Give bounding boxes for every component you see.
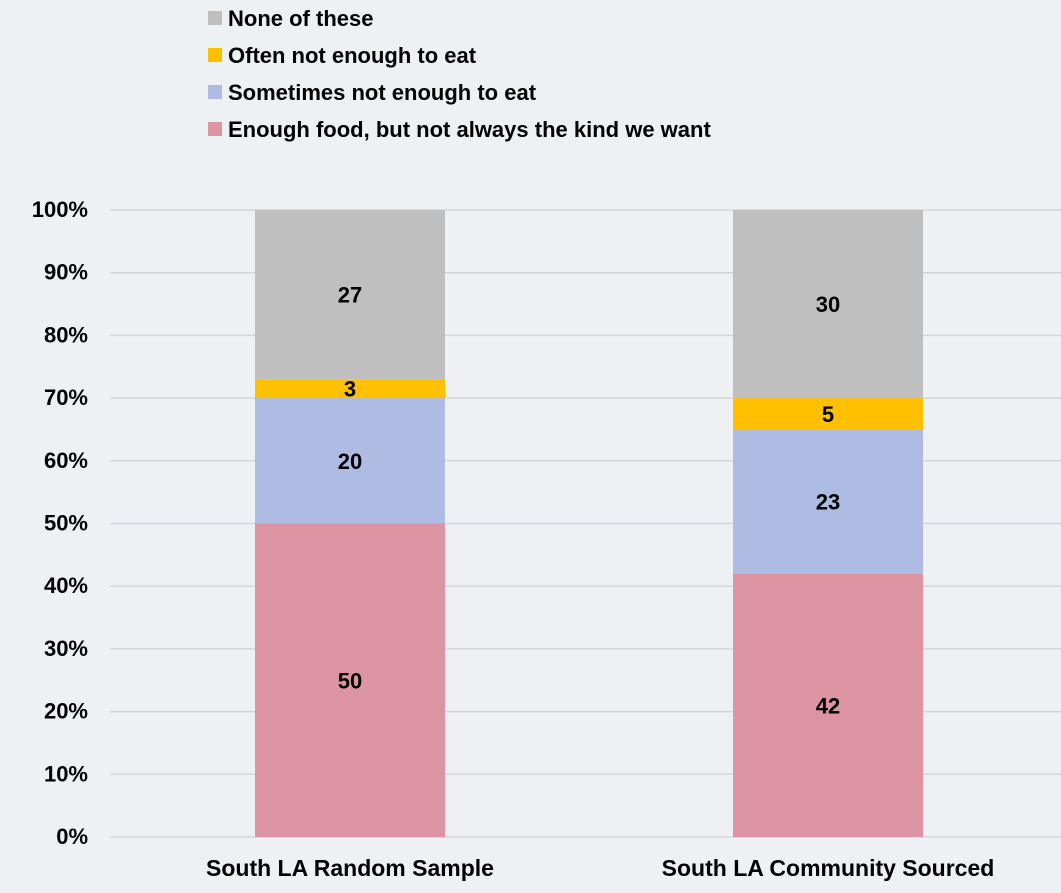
- data-label: 50: [338, 668, 362, 693]
- x-tick-label: South LA Community Sourced: [662, 855, 995, 881]
- data-label: 23: [816, 490, 840, 515]
- y-tick-label: 100%: [32, 197, 88, 222]
- y-tick-label: 10%: [44, 761, 88, 786]
- x-tick-label: South LA Random Sample: [206, 855, 494, 881]
- bar-segment: [733, 398, 923, 430]
- bar-segment: [733, 573, 923, 837]
- bar-segment: [733, 429, 923, 574]
- y-axis: 0% 10% 20% 30% 40% 50% 60% 70% 80% 90% 100%: [32, 197, 88, 849]
- bar-segment: [255, 398, 445, 524]
- bars: [255, 210, 923, 837]
- y-tick-label: 40%: [44, 573, 88, 598]
- y-tick-label: 50%: [44, 511, 88, 536]
- bar-segment: [255, 379, 445, 399]
- data-labels: 50 20 3 27 42 23 5 30: [338, 283, 840, 719]
- legend: None of these Often not enough to eat Some…: [208, 6, 711, 142]
- legend-swatch: [208, 85, 222, 99]
- y-tick-label: 30%: [44, 636, 88, 661]
- legend-swatch: [208, 11, 222, 25]
- legend-label: None of these: [228, 6, 373, 31]
- data-label: 30: [816, 292, 840, 317]
- x-axis: South LA Random Sample South LA Community…: [206, 855, 994, 881]
- data-label: 42: [816, 693, 840, 718]
- legend-label: Sometimes not enough to eat: [228, 80, 537, 105]
- y-tick-label: 20%: [44, 699, 88, 724]
- data-label: 20: [338, 449, 362, 474]
- legend-swatch: [208, 122, 222, 136]
- bar-segment: [255, 523, 445, 837]
- data-label: 27: [338, 283, 362, 308]
- legend-label: Enough food, but not always the kind we …: [228, 117, 711, 142]
- y-tick-label: 0%: [56, 824, 88, 849]
- bar-segment: [733, 210, 923, 399]
- y-tick-label: 70%: [44, 385, 88, 410]
- data-label: 5: [822, 402, 834, 427]
- y-tick-label: 90%: [44, 260, 88, 285]
- legend-swatch: [208, 48, 222, 62]
- data-label: 3: [344, 377, 356, 402]
- bar-segment: [255, 210, 445, 380]
- y-tick-label: 60%: [44, 448, 88, 473]
- legend-label: Often not enough to eat: [228, 43, 477, 68]
- y-tick-label: 80%: [44, 322, 88, 347]
